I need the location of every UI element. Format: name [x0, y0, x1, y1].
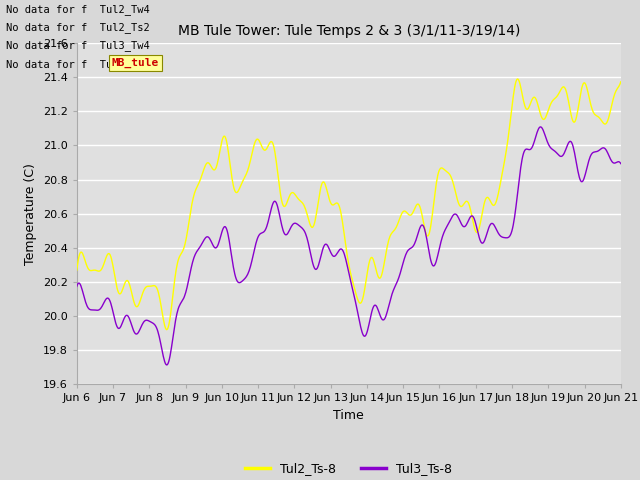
- Legend: Tul2_Ts-8, Tul3_Ts-8: Tul2_Ts-8, Tul3_Ts-8: [240, 457, 458, 480]
- Y-axis label: Temperature (C): Temperature (C): [24, 163, 37, 264]
- Text: No data for f  Tul3_Tw4: No data for f Tul3_Tw4: [6, 40, 150, 51]
- Text: No data for f  Tul3_Ts2: No data for f Tul3_Ts2: [6, 59, 150, 70]
- Title: MB Tule Tower: Tule Temps 2 & 3 (3/1/11-3/19/14): MB Tule Tower: Tule Temps 2 & 3 (3/1/11-…: [178, 24, 520, 38]
- Text: MB_tule: MB_tule: [112, 58, 159, 69]
- X-axis label: Time: Time: [333, 408, 364, 421]
- Text: No data for f  Tul2_Ts2: No data for f Tul2_Ts2: [6, 22, 150, 33]
- Text: No data for f  Tul2_Tw4: No data for f Tul2_Tw4: [6, 4, 150, 15]
